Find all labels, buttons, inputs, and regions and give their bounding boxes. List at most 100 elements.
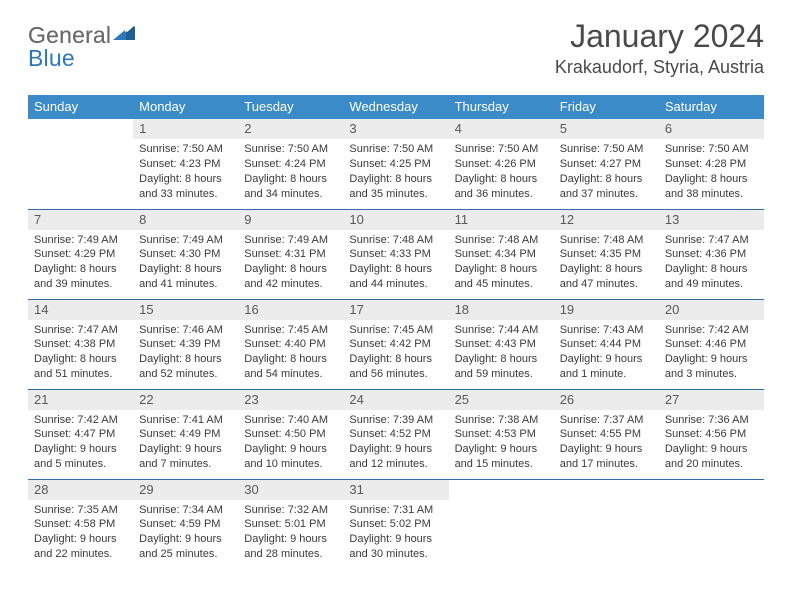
dow-friday: Friday (554, 95, 659, 119)
day-details: Sunrise: 7:50 AMSunset: 4:23 PMDaylight:… (133, 139, 238, 207)
detail-day2: and 34 minutes. (244, 187, 337, 202)
calendar-cell: 13Sunrise: 7:47 AMSunset: 4:36 PMDayligh… (659, 209, 764, 299)
detail-sunrise: Sunrise: 7:49 AM (244, 233, 337, 248)
detail-day1: Daylight: 8 hours (139, 352, 232, 367)
detail-sunset: Sunset: 4:36 PM (665, 247, 758, 262)
detail-sunset: Sunset: 4:31 PM (244, 247, 337, 262)
logo-blue-text: Blue (28, 45, 136, 72)
detail-sunrise: Sunrise: 7:36 AM (665, 413, 758, 428)
calendar-cell: . (554, 479, 659, 569)
day-details: Sunrise: 7:48 AMSunset: 4:34 PMDaylight:… (449, 230, 554, 298)
detail-day1: Daylight: 9 hours (139, 532, 232, 547)
detail-day1: Daylight: 9 hours (665, 442, 758, 457)
day-details: Sunrise: 7:41 AMSunset: 4:49 PMDaylight:… (133, 410, 238, 478)
calendar-cell: 22Sunrise: 7:41 AMSunset: 4:49 PMDayligh… (133, 389, 238, 479)
detail-sunrise: Sunrise: 7:43 AM (560, 323, 653, 338)
month-title: January 2024 (555, 18, 764, 55)
calendar-week-row: .1Sunrise: 7:50 AMSunset: 4:23 PMDayligh… (28, 119, 764, 209)
detail-sunrise: Sunrise: 7:49 AM (34, 233, 127, 248)
detail-sunrise: Sunrise: 7:41 AM (139, 413, 232, 428)
detail-sunset: Sunset: 4:26 PM (455, 157, 548, 172)
detail-sunrise: Sunrise: 7:45 AM (244, 323, 337, 338)
calendar-cell: 15Sunrise: 7:46 AMSunset: 4:39 PMDayligh… (133, 299, 238, 389)
title-block: January 2024 Krakaudorf, Styria, Austria (555, 18, 764, 78)
detail-day1: Daylight: 9 hours (665, 352, 758, 367)
day-details: Sunrise: 7:50 AMSunset: 4:24 PMDaylight:… (238, 139, 343, 207)
detail-sunset: Sunset: 4:50 PM (244, 427, 337, 442)
calendar-cell: 27Sunrise: 7:36 AMSunset: 4:56 PMDayligh… (659, 389, 764, 479)
detail-day2: and 30 minutes. (349, 547, 442, 562)
calendar-cell: 28Sunrise: 7:35 AMSunset: 4:58 PMDayligh… (28, 479, 133, 569)
day-number: 29 (133, 480, 238, 500)
detail-day2: and 12 minutes. (349, 457, 442, 472)
day-number: 11 (449, 210, 554, 230)
detail-day2: and 38 minutes. (665, 187, 758, 202)
detail-sunrise: Sunrise: 7:48 AM (349, 233, 442, 248)
calendar-cell: 1Sunrise: 7:50 AMSunset: 4:23 PMDaylight… (133, 119, 238, 209)
detail-sunset: Sunset: 4:42 PM (349, 337, 442, 352)
detail-sunrise: Sunrise: 7:50 AM (560, 142, 653, 157)
detail-day2: and 44 minutes. (349, 277, 442, 292)
detail-day2: and 56 minutes. (349, 367, 442, 382)
detail-day1: Daylight: 8 hours (244, 262, 337, 277)
logo-block: General Blue (28, 18, 136, 72)
detail-day2: and 28 minutes. (244, 547, 337, 562)
dow-thursday: Thursday (449, 95, 554, 119)
detail-sunrise: Sunrise: 7:48 AM (455, 233, 548, 248)
detail-day2: and 10 minutes. (244, 457, 337, 472)
detail-day2: and 36 minutes. (455, 187, 548, 202)
calendar-cell: 21Sunrise: 7:42 AMSunset: 4:47 PMDayligh… (28, 389, 133, 479)
day-details: Sunrise: 7:34 AMSunset: 4:59 PMDaylight:… (133, 500, 238, 568)
calendar-cell: 31Sunrise: 7:31 AMSunset: 5:02 PMDayligh… (343, 479, 448, 569)
detail-day2: and 42 minutes. (244, 277, 337, 292)
calendar-week-row: 21Sunrise: 7:42 AMSunset: 4:47 PMDayligh… (28, 389, 764, 479)
day-details: Sunrise: 7:39 AMSunset: 4:52 PMDaylight:… (343, 410, 448, 478)
day-number: 23 (238, 390, 343, 410)
calendar-cell: . (449, 479, 554, 569)
detail-sunrise: Sunrise: 7:50 AM (244, 142, 337, 157)
detail-sunrise: Sunrise: 7:50 AM (455, 142, 548, 157)
detail-day1: Daylight: 8 hours (665, 262, 758, 277)
day-details: Sunrise: 7:40 AMSunset: 4:50 PMDaylight:… (238, 410, 343, 478)
detail-day2: and 45 minutes. (455, 277, 548, 292)
detail-sunrise: Sunrise: 7:32 AM (244, 503, 337, 518)
day-number: 18 (449, 300, 554, 320)
detail-sunset: Sunset: 4:44 PM (560, 337, 653, 352)
detail-sunset: Sunset: 4:53 PM (455, 427, 548, 442)
detail-day1: Daylight: 8 hours (665, 172, 758, 187)
detail-day1: Daylight: 8 hours (455, 172, 548, 187)
detail-sunset: Sunset: 4:30 PM (139, 247, 232, 262)
day-number: 9 (238, 210, 343, 230)
detail-day2: and 54 minutes. (244, 367, 337, 382)
calendar-week-row: 7Sunrise: 7:49 AMSunset: 4:29 PMDaylight… (28, 209, 764, 299)
detail-sunrise: Sunrise: 7:38 AM (455, 413, 548, 428)
detail-sunset: Sunset: 4:25 PM (349, 157, 442, 172)
day-number: 8 (133, 210, 238, 230)
detail-sunset: Sunset: 4:56 PM (665, 427, 758, 442)
day-number: 30 (238, 480, 343, 500)
detail-sunset: Sunset: 4:27 PM (560, 157, 653, 172)
calendar-cell: 16Sunrise: 7:45 AMSunset: 4:40 PMDayligh… (238, 299, 343, 389)
detail-sunset: Sunset: 5:02 PM (349, 517, 442, 532)
detail-day1: Daylight: 8 hours (34, 262, 127, 277)
detail-day1: Daylight: 9 hours (244, 532, 337, 547)
calendar-cell: 12Sunrise: 7:48 AMSunset: 4:35 PMDayligh… (554, 209, 659, 299)
calendar-cell: 2Sunrise: 7:50 AMSunset: 4:24 PMDaylight… (238, 119, 343, 209)
day-number: 4 (449, 119, 554, 139)
detail-day1: Daylight: 8 hours (349, 262, 442, 277)
detail-day1: Daylight: 8 hours (139, 172, 232, 187)
detail-sunrise: Sunrise: 7:44 AM (455, 323, 548, 338)
dow-wednesday: Wednesday (343, 95, 448, 119)
detail-sunset: Sunset: 4:49 PM (139, 427, 232, 442)
calendar-cell: 7Sunrise: 7:49 AMSunset: 4:29 PMDaylight… (28, 209, 133, 299)
calendar-cell: 10Sunrise: 7:48 AMSunset: 4:33 PMDayligh… (343, 209, 448, 299)
detail-day1: Daylight: 9 hours (244, 442, 337, 457)
detail-sunset: Sunset: 4:35 PM (560, 247, 653, 262)
logo-triangle-icon (113, 24, 135, 47)
detail-day2: and 3 minutes. (665, 367, 758, 382)
detail-day2: and 33 minutes. (139, 187, 232, 202)
day-number: 19 (554, 300, 659, 320)
day-number: 28 (28, 480, 133, 500)
day-number: 21 (28, 390, 133, 410)
detail-day1: Daylight: 8 hours (244, 172, 337, 187)
